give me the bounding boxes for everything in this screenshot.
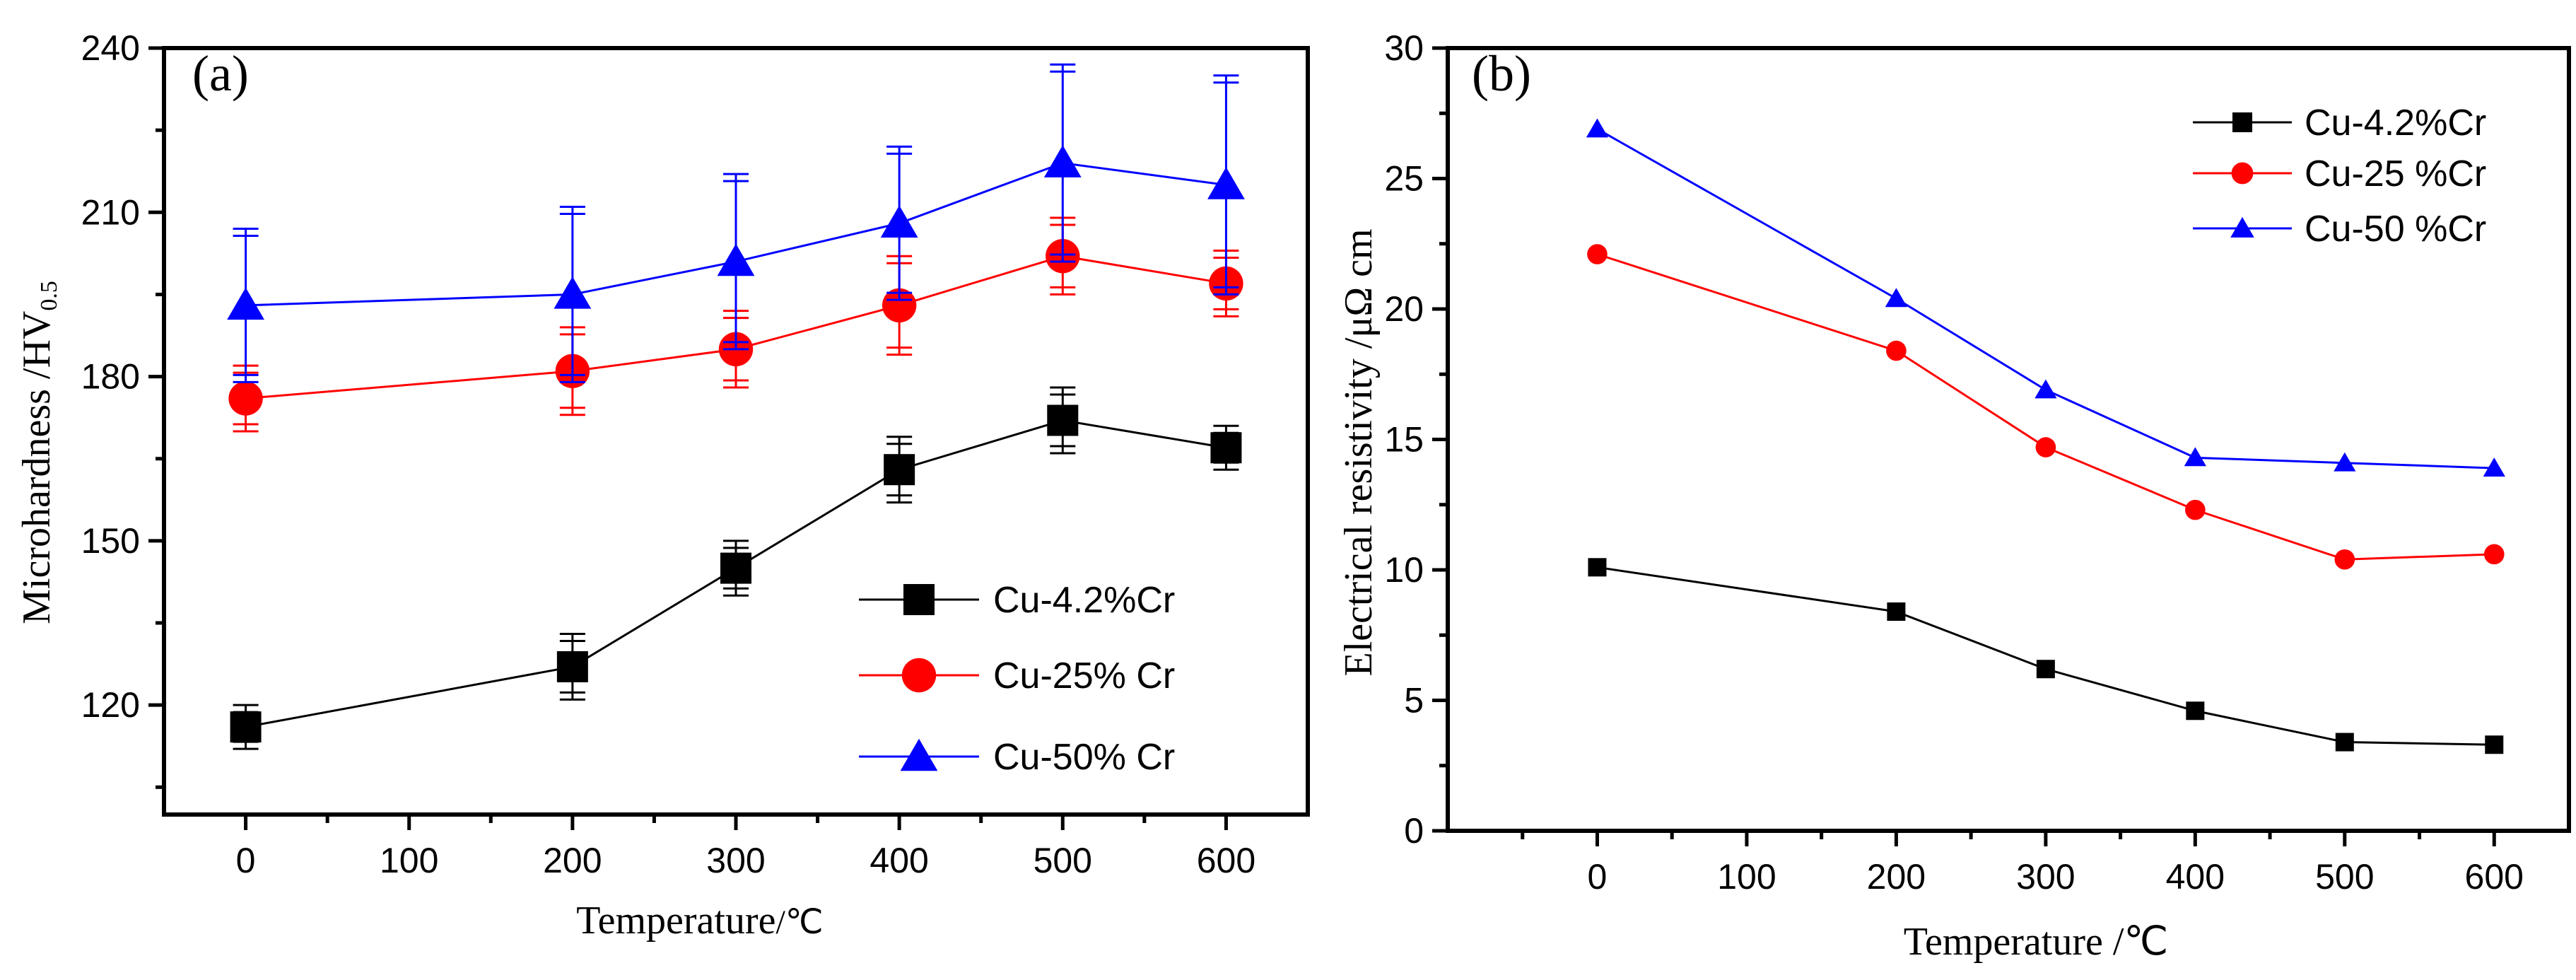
- chart-b-data-point: [2335, 733, 2354, 752]
- chart-b-data-point: [2035, 437, 2056, 457]
- chart-a-data-point: [227, 287, 264, 320]
- chart-a-data-point: [554, 276, 592, 309]
- chart-b-series-line: [1597, 253, 2495, 561]
- chart-a-y-axis-subscript: 0.5: [36, 281, 62, 311]
- chart-a-data-point: [556, 651, 588, 682]
- chart-b-y-axis-title: Electrical resistivity /μΩ cm: [1337, 228, 1381, 676]
- chart-b-legend-label: Cu-50 %Cr: [2305, 209, 2486, 250]
- chart-b-data-point: [2334, 549, 2355, 570]
- chart-b-series-line: [1596, 128, 2495, 469]
- chart-a-y-tick-label: 180: [81, 357, 140, 397]
- chart-b-y-tick-label: 20: [1384, 289, 1424, 329]
- chart-a-data-point: [882, 288, 917, 323]
- chart-b-x-axis-title: Temperature /℃: [1904, 920, 2169, 964]
- chart-a-data-point: [720, 552, 751, 584]
- chart-a-x-axis-title-text: Temperature: [576, 899, 775, 943]
- chart-b: 0 100 200 300 400 500 600 0 5 10 15 20 25 30 Cu-4.2%C…: [1337, 28, 2571, 964]
- chart-b-y-tick-label: 10: [1384, 550, 1424, 590]
- chart-b-x-tick-label: 300: [2016, 857, 2075, 897]
- chart-b-data-point: [2035, 379, 2057, 399]
- chart-b-y-tick-label: 25: [1384, 159, 1424, 199]
- chart-b-data-point: [2185, 499, 2206, 520]
- chart-a-data-point: [1210, 432, 1242, 464]
- chart-a-y-axis-title: Microhardness /HV0.5: [15, 281, 62, 624]
- chart-b-x-tick-label: 600: [2465, 857, 2524, 897]
- chart-a-x-axis-unit: /℃: [775, 904, 823, 941]
- chart-a-data-point: [228, 381, 263, 416]
- chart-a-x-tick-label: 400: [870, 841, 928, 880]
- chart-a-x-tick-label: 200: [543, 841, 602, 880]
- chart-a-legend-marker: [901, 658, 937, 693]
- chart-a-data-point: [880, 205, 918, 238]
- chart-b-legend-label: Cu-25 %Cr: [2305, 153, 2486, 194]
- chart-b-data-point: [2483, 544, 2505, 565]
- chart-a-legend-label: Cu-25% Cr: [993, 655, 1175, 696]
- chart-a-y-axis-title-text: Microhardness /HV: [15, 311, 59, 624]
- chart-b-legend-label: Cu-4.2%Cr: [2305, 103, 2486, 144]
- chart-b-x-tick-label: 500: [2315, 857, 2374, 897]
- chart-a-x-tick-label: 0: [236, 841, 256, 880]
- chart-b-data-point: [1886, 340, 1907, 361]
- chart-a-series-layer: [227, 63, 1245, 750]
- chart-b-axes-layer: 0 100 200 300 400 500 600 0 5 10 15 20 25 30: [1384, 28, 2571, 897]
- chart-a-data-point: [1047, 404, 1079, 436]
- chart-a-data-point: [717, 243, 755, 276]
- chart-b-y-tick-label: 15: [1384, 420, 1424, 460]
- chart-a-y-tick-label: 150: [81, 521, 140, 561]
- chart-b-x-tick-label: 100: [1717, 857, 1776, 897]
- chart-a-data-point: [1207, 167, 1245, 199]
- chart-b-data-point: [1885, 288, 1907, 308]
- chart-b-x-tick-label: 200: [1867, 857, 1926, 897]
- chart-a-series-line: [245, 255, 1226, 400]
- chart-a-x-tick-label: 600: [1197, 841, 1255, 880]
- chart-b-legend-marker: [2232, 112, 2252, 132]
- chart-a: 0 100 200 300 400 500 600 120 150 180 210 240 Cu-4.…: [15, 28, 1310, 943]
- chart-b-data-point: [1887, 602, 1906, 622]
- chart-a-legend-label: Cu-4.2%Cr: [993, 580, 1175, 621]
- chart-a-series-line: [245, 419, 1226, 728]
- chart-b-legend-marker: [2231, 162, 2254, 185]
- chart-b-data-point: [1588, 558, 1607, 577]
- chart-a-legend-label: Cu-50% Cr: [993, 737, 1175, 778]
- chart-a-data-point: [1043, 145, 1082, 177]
- chart-a-legend: Cu-4.2%Cr Cu-25% Cr Cu-50% Cr: [859, 580, 1175, 778]
- chart-b-series-layer: [1586, 118, 2505, 754]
- chart-a-data-point: [884, 454, 915, 486]
- chart-a-y-tick-label: 120: [81, 685, 140, 725]
- chart-b-data-point: [2036, 660, 2055, 679]
- chart-a-panel-label: (a): [192, 45, 249, 102]
- chart-b-y-tick-label: 0: [1404, 811, 1424, 851]
- chart-a-plot-frame: [162, 46, 1310, 817]
- chart-b-data-point: [2334, 452, 2356, 472]
- chart-a-x-tick-label: 300: [706, 841, 765, 880]
- chart-a-axes-layer: 0 100 200 300 400 500 600 120 150 180 210 240: [81, 28, 1310, 880]
- chart-a-legend-marker: [903, 584, 935, 615]
- chart-a-x-tick-label: 500: [1034, 841, 1092, 880]
- chart-b-data-point: [1587, 244, 1608, 264]
- chart-b-x-tick-label: 400: [2166, 857, 2225, 897]
- chart-b-data-point: [1586, 118, 1609, 138]
- chart-b-legend: Cu-4.2%Cr Cu-25 %Cr Cu-50 %Cr: [2193, 103, 2486, 250]
- chart-a-x-tick-label: 100: [380, 841, 438, 880]
- chart-a-series-line: [245, 162, 1226, 307]
- chart-a-y-tick-label: 210: [81, 192, 140, 232]
- chart-b-data-point: [2186, 701, 2205, 721]
- chart-b-x-tick-label: 0: [1588, 857, 1608, 897]
- chart-b-data-point: [2483, 457, 2505, 477]
- chart-b-data-point: [2485, 735, 2504, 754]
- chart-a-y-tick-label: 240: [81, 28, 140, 68]
- chart-b-series-line: [1597, 566, 2495, 746]
- chart-b-data-point: [2184, 447, 2206, 467]
- chart-a-legend-marker: [900, 738, 938, 771]
- chart-b-legend-marker: [2230, 216, 2254, 238]
- chart-a-data-point: [230, 711, 262, 743]
- chart-b-panel-label: (b): [1472, 45, 1531, 102]
- chart-b-y-tick-label: 5: [1404, 681, 1424, 721]
- chart-b-y-tick-label: 30: [1384, 28, 1424, 68]
- chart-a-x-axis-title: Temperature/℃: [576, 899, 823, 943]
